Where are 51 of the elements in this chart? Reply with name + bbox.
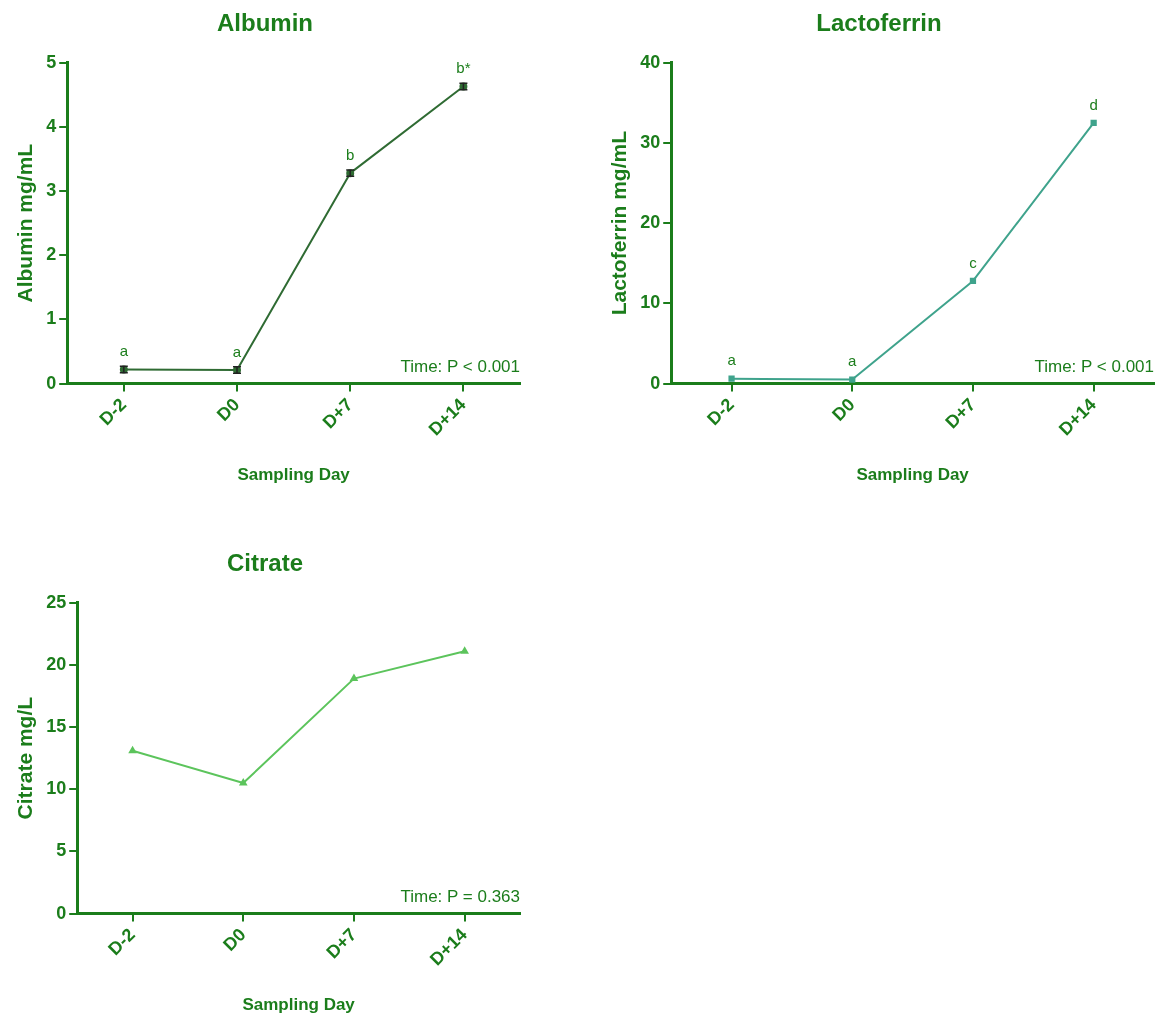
annotation: Time: P < 0.001 — [400, 356, 520, 376]
y-tick-label: 4 — [46, 115, 57, 136]
point — [849, 376, 856, 383]
y-tick-label: 10 — [46, 778, 67, 799]
y-tick-label: 40 — [640, 51, 661, 72]
x-tick-label: D0 — [828, 394, 859, 425]
y-tick-label: 15 — [46, 716, 67, 737]
x-axis-title: Sampling Day — [242, 995, 356, 1015]
y-tick-label: 30 — [640, 131, 661, 152]
y-tick-label: 0 — [46, 372, 57, 393]
y-tick-label: 10 — [640, 292, 661, 313]
annotation: a — [119, 342, 129, 360]
y-tick-label: 2 — [46, 244, 57, 265]
x-tick-label: D0 — [219, 924, 250, 955]
chart-title: Citrate — [226, 549, 304, 577]
y-tick-label: 20 — [46, 653, 67, 674]
point — [728, 375, 735, 382]
annotation: Time: P = 0.363 — [400, 886, 520, 906]
annotation: a — [727, 351, 737, 369]
annotation: c — [969, 253, 978, 271]
annotation: a — [848, 352, 858, 370]
y-tick-label: 0 — [650, 372, 661, 393]
point — [461, 647, 469, 654]
y-axis-title: Citrate mg/L — [13, 696, 37, 820]
point — [1090, 119, 1097, 127]
annotation: b — [346, 145, 355, 163]
y-tick-label: 5 — [46, 51, 57, 72]
annotation: b* — [456, 59, 471, 77]
point — [239, 779, 247, 786]
x-tick-label: D-2 — [95, 394, 131, 430]
y-tick-label: 1 — [46, 308, 57, 329]
x-tick-label: D0 — [212, 394, 244, 425]
y-tick-label: 5 — [56, 840, 67, 861]
annotation: Time: P < 0.001 — [1034, 356, 1154, 376]
point — [969, 277, 977, 285]
y-axis-title: Albumin mg/mL — [13, 143, 37, 303]
chart-title: Albumin — [217, 9, 313, 37]
point — [128, 746, 137, 754]
annotation: d — [1089, 95, 1098, 113]
x-tick-label: D-2 — [703, 394, 738, 430]
y-tick-label: 25 — [46, 591, 67, 612]
chart-title: Lactoferrin — [816, 9, 942, 37]
x-axis-title: Sampling Day — [856, 465, 970, 485]
y-tick-label: 3 — [46, 180, 57, 201]
point — [350, 674, 358, 682]
x-axis-title: Sampling Day — [237, 465, 351, 485]
x-tick-label: D-2 — [104, 924, 139, 960]
annotation: a — [232, 342, 242, 360]
y-axis-title: Lactoferrin mg/mL — [607, 130, 631, 316]
y-tick-label: 20 — [640, 212, 661, 233]
y-tick-label: 0 — [56, 902, 67, 923]
